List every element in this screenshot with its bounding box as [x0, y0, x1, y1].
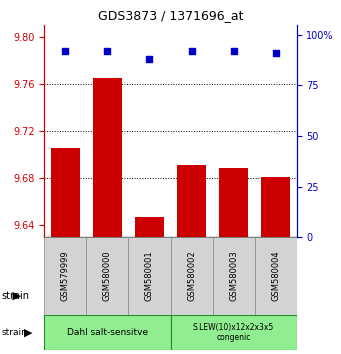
FancyBboxPatch shape [212, 237, 255, 315]
Text: GSM580004: GSM580004 [271, 251, 280, 302]
Point [105, 48, 110, 54]
Point [63, 48, 68, 54]
Text: strain: strain [2, 328, 28, 337]
FancyBboxPatch shape [44, 237, 86, 315]
Point [147, 56, 152, 62]
Text: Dahl salt-sensitve: Dahl salt-sensitve [67, 328, 148, 337]
Text: GSM580001: GSM580001 [145, 251, 154, 302]
FancyBboxPatch shape [170, 237, 212, 315]
Bar [93, 78, 122, 237]
Bar [219, 167, 248, 237]
Bar [135, 217, 164, 237]
Text: GSM580002: GSM580002 [187, 251, 196, 302]
Bar [50, 148, 80, 237]
Text: ▶: ▶ [24, 328, 32, 338]
Bar [261, 177, 291, 237]
Text: GSM580003: GSM580003 [229, 251, 238, 302]
Point [273, 50, 278, 56]
Text: GSM580000: GSM580000 [103, 251, 112, 302]
FancyBboxPatch shape [170, 315, 297, 350]
Title: GDS3873 / 1371696_at: GDS3873 / 1371696_at [98, 9, 243, 22]
FancyBboxPatch shape [44, 315, 170, 350]
Bar [177, 165, 206, 237]
Point [231, 48, 236, 54]
Text: GSM579999: GSM579999 [61, 251, 70, 302]
Text: S.LEW(10)x12x2x3x5
congenic: S.LEW(10)x12x2x3x5 congenic [193, 323, 274, 342]
Text: ▶: ▶ [2, 291, 21, 301]
Point [189, 48, 194, 54]
Text: strain: strain [2, 291, 30, 301]
FancyBboxPatch shape [255, 237, 297, 315]
FancyBboxPatch shape [129, 237, 170, 315]
FancyBboxPatch shape [86, 237, 129, 315]
